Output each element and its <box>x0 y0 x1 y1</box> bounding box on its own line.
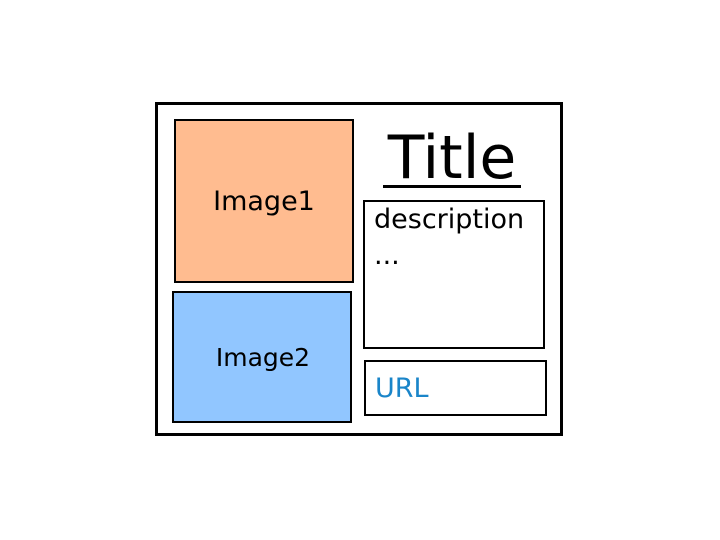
title-heading: Title <box>384 124 520 188</box>
image1-placeholder: Image1 <box>174 119 354 283</box>
image1-label: Image1 <box>213 185 315 217</box>
title-text: Title <box>387 123 517 193</box>
image2-placeholder: Image2 <box>172 291 352 423</box>
image2-label: Image2 <box>215 342 311 372</box>
title-underline <box>383 185 521 188</box>
url-link[interactable]: URL <box>375 372 429 404</box>
description-text: description ... <box>374 204 525 271</box>
url-box[interactable]: URL <box>364 360 547 416</box>
description-box: description ... <box>363 200 545 349</box>
